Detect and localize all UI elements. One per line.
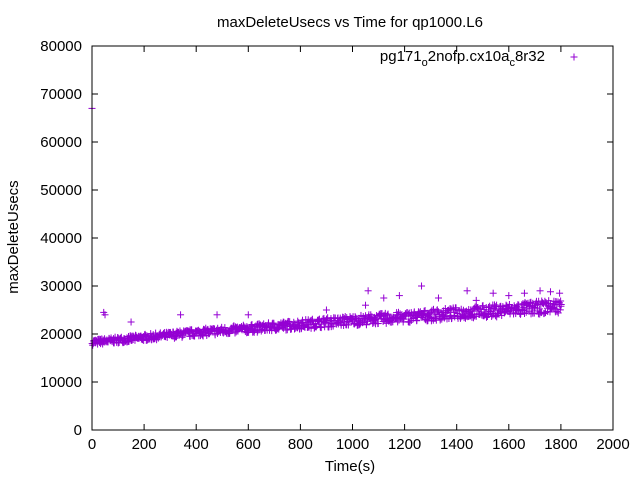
data-point [362, 312, 370, 320]
y-tick-label: 80000 [40, 38, 82, 55]
x-tick-label: 1400 [440, 436, 473, 453]
data-point [317, 324, 325, 332]
data-point [433, 306, 441, 314]
data-point [374, 320, 382, 328]
y-tick-label: 40000 [40, 230, 82, 247]
y-tick-label: 20000 [40, 326, 82, 343]
y-tick-label: 30000 [40, 278, 82, 295]
data-point-outlier [505, 292, 513, 300]
data-point [384, 310, 392, 318]
data-point-outlier [213, 311, 221, 319]
data-point [474, 304, 482, 312]
y-tick-label: 50000 [40, 182, 82, 199]
data-point [446, 305, 454, 313]
data-point [520, 309, 528, 317]
x-tick-label: 2000 [596, 436, 629, 453]
data-point-outlier [364, 287, 372, 295]
data-point-outlier [101, 311, 109, 319]
data-point-outlier [380, 294, 388, 302]
y-tick-label: 60000 [40, 134, 82, 151]
x-axis-label: Time(s) [325, 458, 375, 475]
data-point [247, 321, 255, 329]
data-point-outlier [362, 301, 370, 309]
chart-title: maxDeleteUsecs vs Time for qp1000.L6 [217, 14, 483, 31]
data-point [472, 302, 480, 310]
data-point [493, 313, 501, 321]
data-point [307, 316, 315, 324]
data-point-outlier [463, 287, 471, 295]
x-tick-label: 400 [184, 436, 209, 453]
legend-marker-plus [570, 53, 578, 61]
data-point [519, 307, 527, 315]
data-points [88, 104, 565, 349]
data-point-outlier [322, 306, 330, 314]
y-axis-label: maxDeleteUsecs [5, 180, 22, 293]
data-point [314, 316, 322, 324]
data-point [250, 328, 258, 336]
data-point [493, 301, 501, 309]
data-point [516, 310, 524, 318]
data-point [432, 314, 440, 322]
axis-ticks: 0 200 400 600 800 1000 1200 1400 1600 1800 2000010… [40, 38, 629, 453]
data-point [413, 317, 421, 325]
x-tick-label: 1600 [492, 436, 525, 453]
data-point [436, 316, 444, 324]
data-point [540, 309, 548, 317]
x-tick-label: 0 [88, 436, 96, 453]
data-point [551, 301, 559, 309]
plot-frame [91, 45, 614, 431]
x-tick-label: 800 [288, 436, 313, 453]
data-point [541, 297, 549, 305]
data-point-outlier [434, 294, 442, 302]
data-point [362, 320, 370, 328]
y-tick-label: 0 [74, 422, 82, 439]
data-point-outlier [489, 289, 497, 297]
x-tick-label: 1200 [388, 436, 421, 453]
data-point [485, 303, 493, 311]
x-tick-label: 1000 [336, 436, 369, 453]
data-point-outlier [395, 292, 403, 300]
data-point-outlier [418, 282, 426, 290]
data-point [383, 311, 391, 319]
data-point-outlier [177, 311, 185, 319]
x-tick-label: 600 [236, 436, 261, 453]
y-tick-label: 10000 [40, 374, 82, 391]
data-point-outlier [556, 289, 564, 297]
data-point-outlier [472, 296, 480, 304]
legend: pg171o2nofp.cx10ac8r32 [380, 48, 578, 69]
data-point [556, 306, 564, 314]
legend-marker [570, 53, 578, 61]
data-point [557, 301, 565, 309]
data-point [522, 308, 530, 316]
data-point [527, 310, 535, 318]
data-point [406, 318, 414, 326]
data-point-outlier [244, 311, 252, 319]
data-point-outlier [536, 287, 544, 295]
data-point-outlier [520, 289, 528, 297]
legend-label: pg171o2nofp.cx10ac8r32 [380, 48, 545, 69]
data-point [452, 304, 460, 312]
x-tick-label: 1800 [544, 436, 577, 453]
data-point [553, 305, 561, 313]
data-point [344, 321, 352, 329]
data-point-outlier [546, 288, 554, 296]
data-point [286, 318, 294, 326]
x-tick-label: 200 [132, 436, 157, 453]
data-point-outlier [127, 318, 135, 326]
data-point [543, 301, 551, 309]
y-tick-label: 70000 [40, 86, 82, 103]
